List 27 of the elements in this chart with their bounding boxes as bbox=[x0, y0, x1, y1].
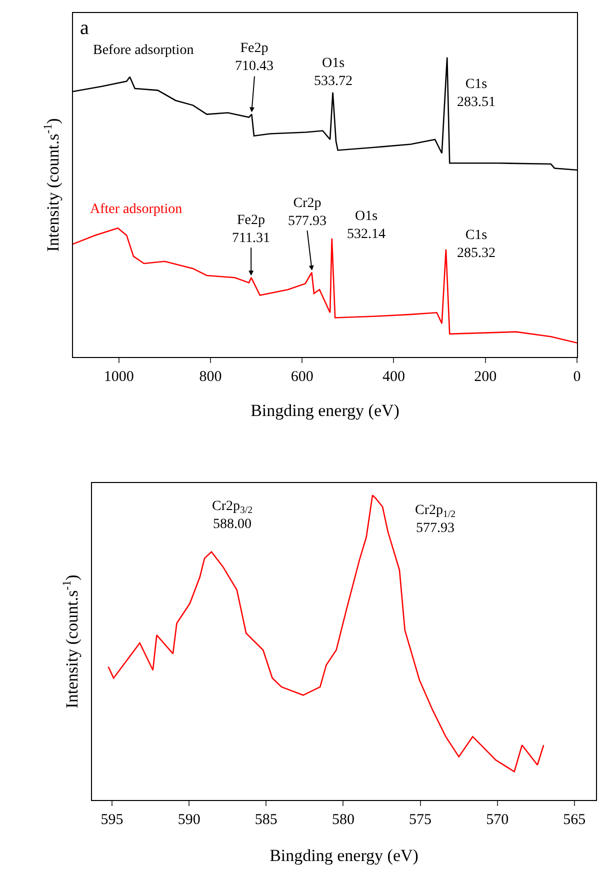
annotation: O1s 532.14 bbox=[347, 209, 386, 242]
x-tick-label: 580 bbox=[332, 812, 354, 828]
annotation: C1s 285.32 bbox=[457, 228, 496, 262]
text: Before adsorption bbox=[93, 43, 194, 58]
x-tick-label: 590 bbox=[178, 812, 200, 828]
x-tick-label: 575 bbox=[409, 812, 432, 828]
annotation: Cr2p 577.93 bbox=[288, 196, 326, 230]
x-axis-title: Bingding energy (eV) bbox=[270, 846, 418, 865]
x-tick-label: 570 bbox=[486, 812, 509, 828]
x-tick-label: 565 bbox=[563, 812, 586, 828]
series-label: After adsorption bbox=[90, 202, 182, 217]
annotation: Fe2p 711.31 bbox=[232, 213, 270, 246]
x-tick-label: 585 bbox=[254, 812, 278, 828]
annotation: Fe2p 710.43 bbox=[235, 41, 274, 74]
annotation: Cr2p$_{3/2}$ 588.00 bbox=[212, 499, 253, 532]
x-tick-label: 0 bbox=[573, 369, 581, 385]
x-tick-label: 1000 bbox=[104, 369, 134, 385]
annotation: O1s 533.72 bbox=[314, 56, 352, 90]
text: a bbox=[80, 17, 89, 39]
x-tick-label: 800 bbox=[199, 369, 222, 385]
x-tick-label: 595 bbox=[100, 812, 124, 828]
annotation: C1s 283.51 bbox=[457, 77, 496, 110]
annotation: Cr2p$_{1/2}$ 577.93 bbox=[415, 503, 456, 536]
x-axis-title: Bingding energy (eV) bbox=[250, 401, 400, 420]
x-tick-label: 600 bbox=[290, 369, 314, 385]
x-tick-label: 400 bbox=[382, 369, 405, 385]
x-tick-label: 200 bbox=[474, 369, 497, 385]
